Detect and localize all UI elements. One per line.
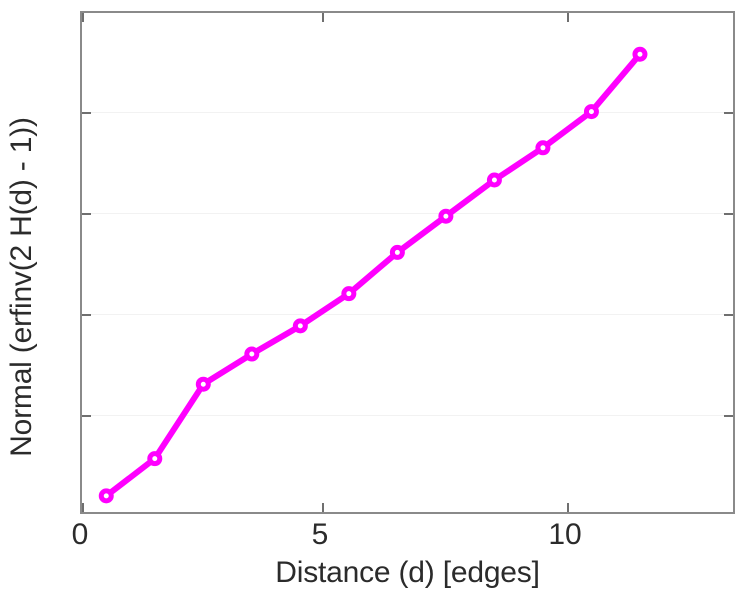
gridline-y-2 (82, 112, 733, 113)
series-markers (98, 46, 648, 504)
y-tick-right-2 (724, 112, 733, 114)
data-series-line (98, 46, 648, 504)
y-tick-right-0 (724, 314, 733, 316)
y-tick-2 (82, 112, 91, 114)
data-point (535, 140, 551, 156)
gridline-y-1 (82, 213, 733, 214)
x-tick-5 (322, 503, 324, 512)
y-tick-1 (82, 213, 91, 215)
data-point (244, 346, 260, 362)
data-point (389, 244, 405, 260)
data-point (292, 318, 308, 334)
x-tick-top-5 (322, 13, 324, 22)
data-point (147, 451, 163, 467)
data-point (98, 488, 114, 504)
data-point (341, 286, 357, 302)
x-tick-label-10: 10 (548, 518, 582, 551)
x-tick-top-10 (567, 13, 569, 22)
x-tick-label-5: 5 (311, 518, 329, 551)
series-polyline (103, 51, 643, 499)
x-tick-10 (567, 503, 569, 512)
y-tick-right-1 (724, 213, 733, 215)
x-tick-label-0: 0 (71, 518, 89, 551)
gridline-y-neg1 (82, 415, 733, 416)
y-tick-0 (82, 314, 91, 316)
y-axis-title: Normal (erfinv(2 H(d) - 1)) (5, 117, 38, 457)
x-tick-0 (82, 503, 84, 512)
data-point (632, 46, 648, 62)
data-point (583, 104, 599, 120)
data-point (486, 172, 502, 188)
data-point (438, 208, 454, 224)
x-tick-top-0 (82, 13, 84, 22)
gridline-y-0 (82, 314, 733, 315)
data-point (195, 376, 211, 392)
y-tick-right-neg1 (724, 415, 733, 417)
x-axis-title: Distance (d) [edges] (275, 556, 540, 589)
y-tick-neg1 (82, 415, 91, 417)
plot-area (80, 11, 735, 514)
